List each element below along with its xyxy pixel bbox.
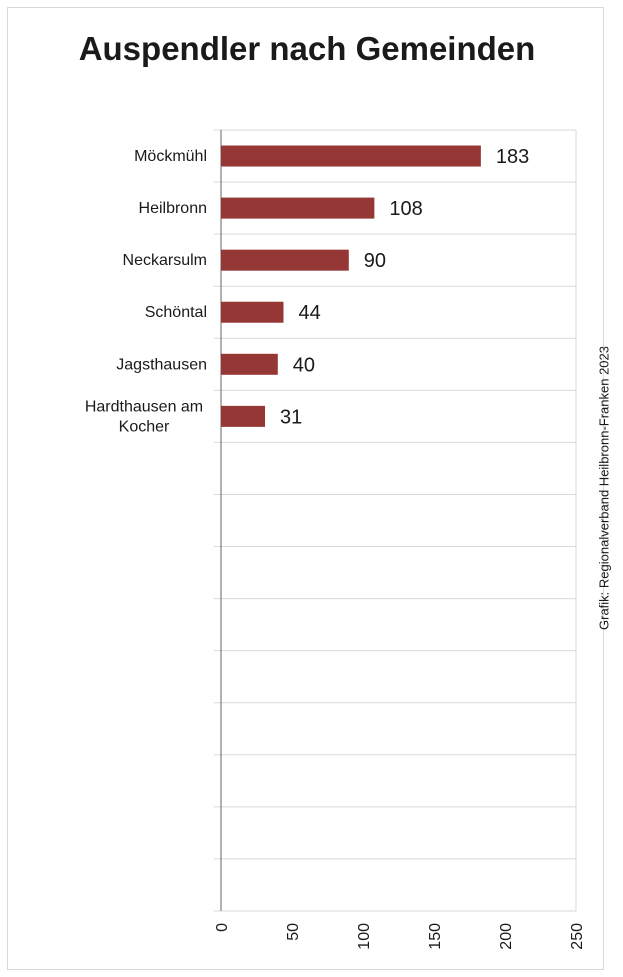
chart-title: Auspendler nach Gemeinden bbox=[78, 30, 536, 67]
bars bbox=[221, 145, 481, 427]
x-tick-label: 0 bbox=[214, 923, 231, 932]
bar bbox=[221, 353, 278, 375]
x-tick-label: 250 bbox=[569, 923, 586, 950]
x-tick-label: 200 bbox=[498, 923, 515, 950]
value-label: 108 bbox=[389, 198, 422, 220]
bar bbox=[221, 301, 284, 323]
x-tick-label: 150 bbox=[427, 923, 444, 950]
value-label: 90 bbox=[364, 250, 386, 272]
value-label: 44 bbox=[298, 302, 320, 324]
chart-frame bbox=[7, 7, 604, 970]
category-label: Jagsthausen bbox=[116, 356, 207, 373]
category-label: Hardthausen am Kocher bbox=[85, 398, 203, 435]
category-label: Schöntal bbox=[145, 304, 207, 321]
category-label: Heilbronn bbox=[139, 200, 207, 217]
gridlines bbox=[214, 129, 577, 912]
value-label: 31 bbox=[280, 406, 302, 428]
category-label: Neckarsulm bbox=[123, 252, 207, 269]
category-label: Möckmühl bbox=[134, 148, 207, 165]
bar bbox=[221, 197, 375, 219]
value-label: 183 bbox=[496, 146, 529, 168]
value-label: 40 bbox=[293, 354, 315, 376]
bar bbox=[221, 249, 349, 271]
bar bbox=[221, 145, 481, 167]
labels: 0 50 100 150 200 250 183 Möckmühl 108 Heilbronn 90… bbox=[85, 146, 586, 950]
x-tick-label: 50 bbox=[285, 923, 302, 941]
bar bbox=[221, 405, 266, 427]
x-tick-label: 100 bbox=[356, 923, 373, 950]
